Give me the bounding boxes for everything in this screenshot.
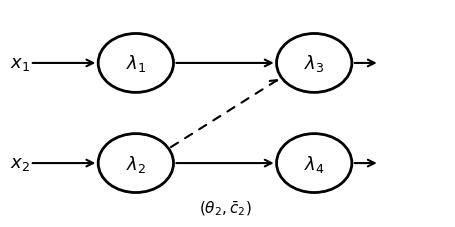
- Text: $\lambda_2$: $\lambda_2$: [126, 153, 146, 174]
- Text: $\lambda_4$: $\lambda_4$: [303, 153, 324, 174]
- Ellipse shape: [98, 134, 173, 193]
- Ellipse shape: [276, 134, 351, 193]
- Text: $x_1$: $x_1$: [10, 55, 30, 73]
- Text: $(\theta_2, \bar{c}_2)$: $(\theta_2, \bar{c}_2)$: [198, 198, 251, 217]
- Text: $\lambda_3$: $\lambda_3$: [303, 53, 324, 74]
- Ellipse shape: [98, 34, 173, 93]
- Text: $\lambda_1$: $\lambda_1$: [126, 53, 146, 74]
- Text: $x_2$: $x_2$: [10, 154, 30, 172]
- Ellipse shape: [276, 34, 351, 93]
